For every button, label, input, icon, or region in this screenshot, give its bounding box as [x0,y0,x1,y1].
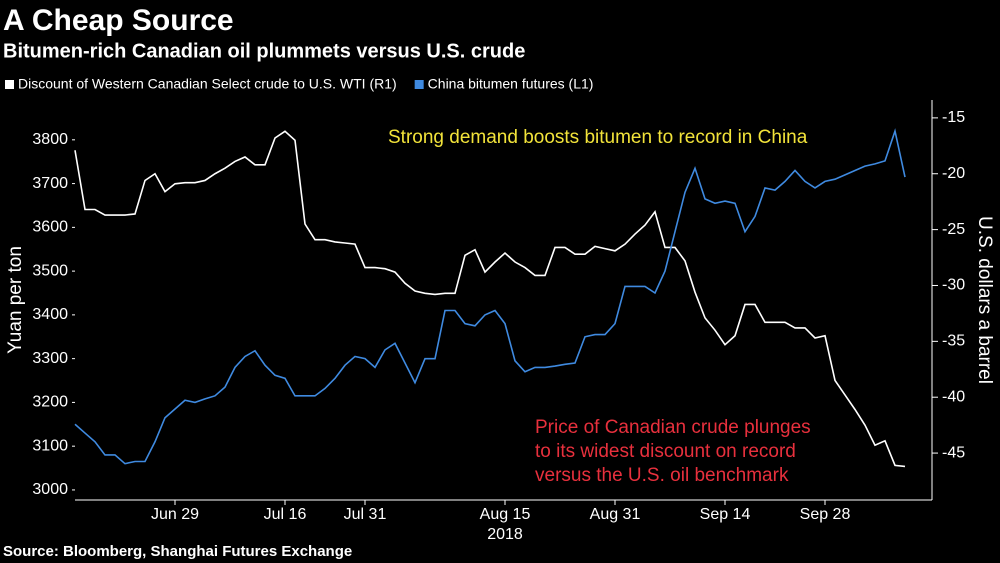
legend-swatch [5,80,14,89]
annotation: to its widest discount on record [535,441,796,462]
y2-tick-label: -35 [942,333,965,350]
y2-axis-title: U.S. dollars a barrel [974,216,995,384]
x-tick-label: Jul 16 [264,506,307,523]
y2-tick-label: -20 [942,165,965,182]
chart-subtitle: Bitumen-rich Canadian oil plummets versu… [3,40,525,62]
y-tick-label: 3300 [32,350,68,367]
y-tick-label: 3600 [32,219,68,236]
series-line [74,130,906,468]
y2-tick-label: -30 [942,277,965,294]
y-tick-label: 3700 [32,175,68,192]
legend-swatch [414,80,424,89]
y-tick-label: 3100 [32,437,68,454]
y2-tick-label: -45 [942,444,965,461]
y2-tick-label: -25 [942,221,965,238]
y-tick-label: 3500 [32,262,68,279]
y-tick-label: 3000 [32,481,68,498]
legend-label: Discount of Western Canadian Select crud… [18,76,397,92]
y-axis-title: Yuan per ton [5,246,26,354]
x-axis-year: 2018 [487,526,523,543]
series-line [74,128,906,465]
chart-title: A Cheap Source [3,4,234,37]
x-tick-label: Jun 29 [151,506,199,523]
y-tick-label: 3200 [32,394,68,411]
annotation: Price of Canadian crude plunges [535,417,811,438]
x-tick-label: Aug 31 [590,506,641,523]
y2-tick-label: -40 [942,388,965,405]
annotation: Strong demand boosts bitumen to record i… [388,127,808,148]
annotation: versus the U.S. oil benchmark [535,465,789,486]
x-tick-label: Jul 31 [344,506,387,523]
x-tick-label: Aug 15 [480,506,531,523]
source: Source: Bloomberg, Shanghai Futures Exch… [3,543,352,560]
y-tick-label: 3800 [32,131,68,148]
y-tick-label: 3400 [32,306,68,323]
x-tick-label: Sep 28 [800,506,851,523]
y2-tick-label: -15 [942,109,965,126]
legend-label: China bitumen futures (L1) [428,76,594,92]
x-tick-label: Sep 14 [700,506,751,523]
